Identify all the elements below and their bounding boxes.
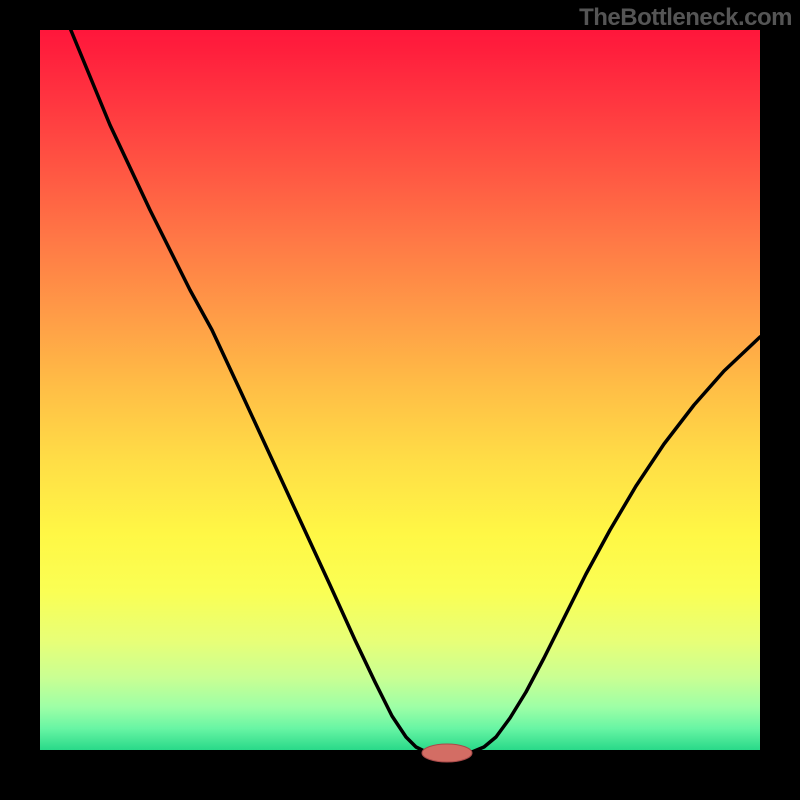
plot-background: [40, 30, 760, 750]
watermark-text: TheBottleneck.com: [579, 4, 792, 32]
bottleneck-chart: [0, 0, 800, 800]
chart-container: TheBottleneck.com: [0, 0, 800, 800]
minimum-marker: [422, 744, 472, 762]
